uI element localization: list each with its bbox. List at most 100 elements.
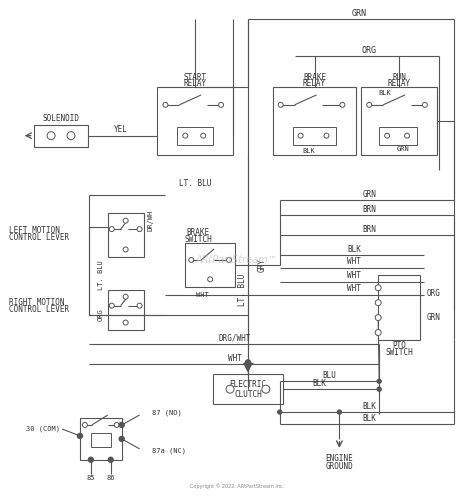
Circle shape xyxy=(123,218,128,223)
Text: BLK: BLK xyxy=(379,90,392,96)
Circle shape xyxy=(123,247,128,252)
Text: GRN: GRN xyxy=(427,313,441,322)
Bar xyxy=(378,275,420,340)
Circle shape xyxy=(262,385,270,393)
Circle shape xyxy=(183,133,188,138)
Text: RELAY: RELAY xyxy=(387,80,410,89)
Text: ORG: ORG xyxy=(98,308,104,321)
Text: WHT: WHT xyxy=(228,354,242,363)
Circle shape xyxy=(404,133,410,138)
Circle shape xyxy=(298,133,303,138)
Text: ORG: ORG xyxy=(362,46,377,55)
Text: BRN: BRN xyxy=(362,225,376,234)
Text: 86: 86 xyxy=(107,475,115,481)
Circle shape xyxy=(47,131,55,139)
Text: BLK: BLK xyxy=(312,378,327,388)
Circle shape xyxy=(278,103,283,108)
Circle shape xyxy=(422,103,428,108)
Circle shape xyxy=(226,385,234,393)
Bar xyxy=(108,290,144,330)
Text: CONTROL LEVER: CONTROL LEVER xyxy=(9,305,70,314)
Circle shape xyxy=(88,457,93,462)
Text: ARtPartStream™: ARtPartStream™ xyxy=(196,255,278,265)
Text: SWITCH: SWITCH xyxy=(385,349,413,358)
Text: RELAY: RELAY xyxy=(303,80,326,89)
Circle shape xyxy=(123,294,128,299)
Text: CONTROL LEVER: CONTROL LEVER xyxy=(9,233,70,242)
Text: GRY: GRY xyxy=(257,258,266,272)
Circle shape xyxy=(375,330,381,336)
Circle shape xyxy=(227,257,231,262)
Bar xyxy=(34,124,88,146)
Circle shape xyxy=(119,422,124,427)
Circle shape xyxy=(377,379,381,383)
Text: ELECTRIC: ELECTRIC xyxy=(229,379,266,389)
Text: RIGHT MOTION: RIGHT MOTION xyxy=(9,298,65,307)
Text: LT. BLU: LT. BLU xyxy=(179,179,211,188)
Text: DR/WH: DR/WH xyxy=(147,210,154,231)
Text: 30 (COM): 30 (COM) xyxy=(26,426,60,432)
Text: PTO: PTO xyxy=(392,342,406,351)
Text: RELAY: RELAY xyxy=(184,80,207,89)
Circle shape xyxy=(340,103,345,108)
Bar xyxy=(361,87,437,154)
Circle shape xyxy=(208,277,213,282)
Circle shape xyxy=(137,227,142,232)
Circle shape xyxy=(137,303,142,308)
Circle shape xyxy=(219,103,224,108)
Circle shape xyxy=(384,133,390,138)
Text: SOLENOID: SOLENOID xyxy=(43,114,80,124)
Bar xyxy=(185,243,235,287)
Bar xyxy=(80,418,122,460)
Circle shape xyxy=(337,410,341,414)
Circle shape xyxy=(119,436,124,441)
Text: RUN: RUN xyxy=(392,73,406,82)
Bar xyxy=(108,213,144,257)
Text: BLU: BLU xyxy=(322,371,337,380)
Text: BRAKE: BRAKE xyxy=(187,228,210,237)
Text: WHT: WHT xyxy=(347,284,361,293)
Circle shape xyxy=(375,285,381,291)
Circle shape xyxy=(278,410,282,414)
Bar xyxy=(91,433,111,447)
Circle shape xyxy=(324,133,329,138)
Text: WHT: WHT xyxy=(347,257,361,266)
Text: 87a (NC): 87a (NC) xyxy=(152,448,185,454)
Text: CLUTCH: CLUTCH xyxy=(234,389,262,398)
Text: BRAKE: BRAKE xyxy=(303,73,326,82)
Circle shape xyxy=(108,457,113,462)
Text: GROUND: GROUND xyxy=(326,462,353,471)
Text: SWITCH: SWITCH xyxy=(184,235,212,244)
Circle shape xyxy=(67,131,75,139)
Text: LEFT MOTION: LEFT MOTION xyxy=(9,226,60,235)
Circle shape xyxy=(77,433,82,438)
Circle shape xyxy=(123,320,128,325)
Bar xyxy=(213,374,283,404)
Bar xyxy=(177,126,213,144)
Circle shape xyxy=(114,422,119,427)
Text: DRG/WHT: DRG/WHT xyxy=(219,334,251,343)
Circle shape xyxy=(367,103,372,108)
Text: BLK: BLK xyxy=(347,245,361,253)
Text: GRN: GRN xyxy=(352,9,367,18)
Circle shape xyxy=(377,387,381,391)
Text: WHT: WHT xyxy=(196,292,209,298)
Text: BRN: BRN xyxy=(362,205,376,214)
Text: GRN: GRN xyxy=(397,145,410,151)
Text: ORG: ORG xyxy=(427,289,441,298)
Circle shape xyxy=(246,360,250,365)
Circle shape xyxy=(109,227,114,232)
Polygon shape xyxy=(244,364,252,372)
Circle shape xyxy=(82,422,87,427)
Circle shape xyxy=(109,303,114,308)
Text: BLK: BLK xyxy=(362,413,376,422)
Bar xyxy=(292,126,337,144)
Text: LT. BLU: LT. BLU xyxy=(98,260,104,290)
Bar xyxy=(273,87,356,154)
Bar xyxy=(157,87,233,154)
Text: 85: 85 xyxy=(87,475,95,481)
Circle shape xyxy=(201,133,206,138)
Circle shape xyxy=(375,315,381,321)
Text: LT. BLU: LT. BLU xyxy=(238,273,247,306)
Text: WHT: WHT xyxy=(347,271,361,280)
